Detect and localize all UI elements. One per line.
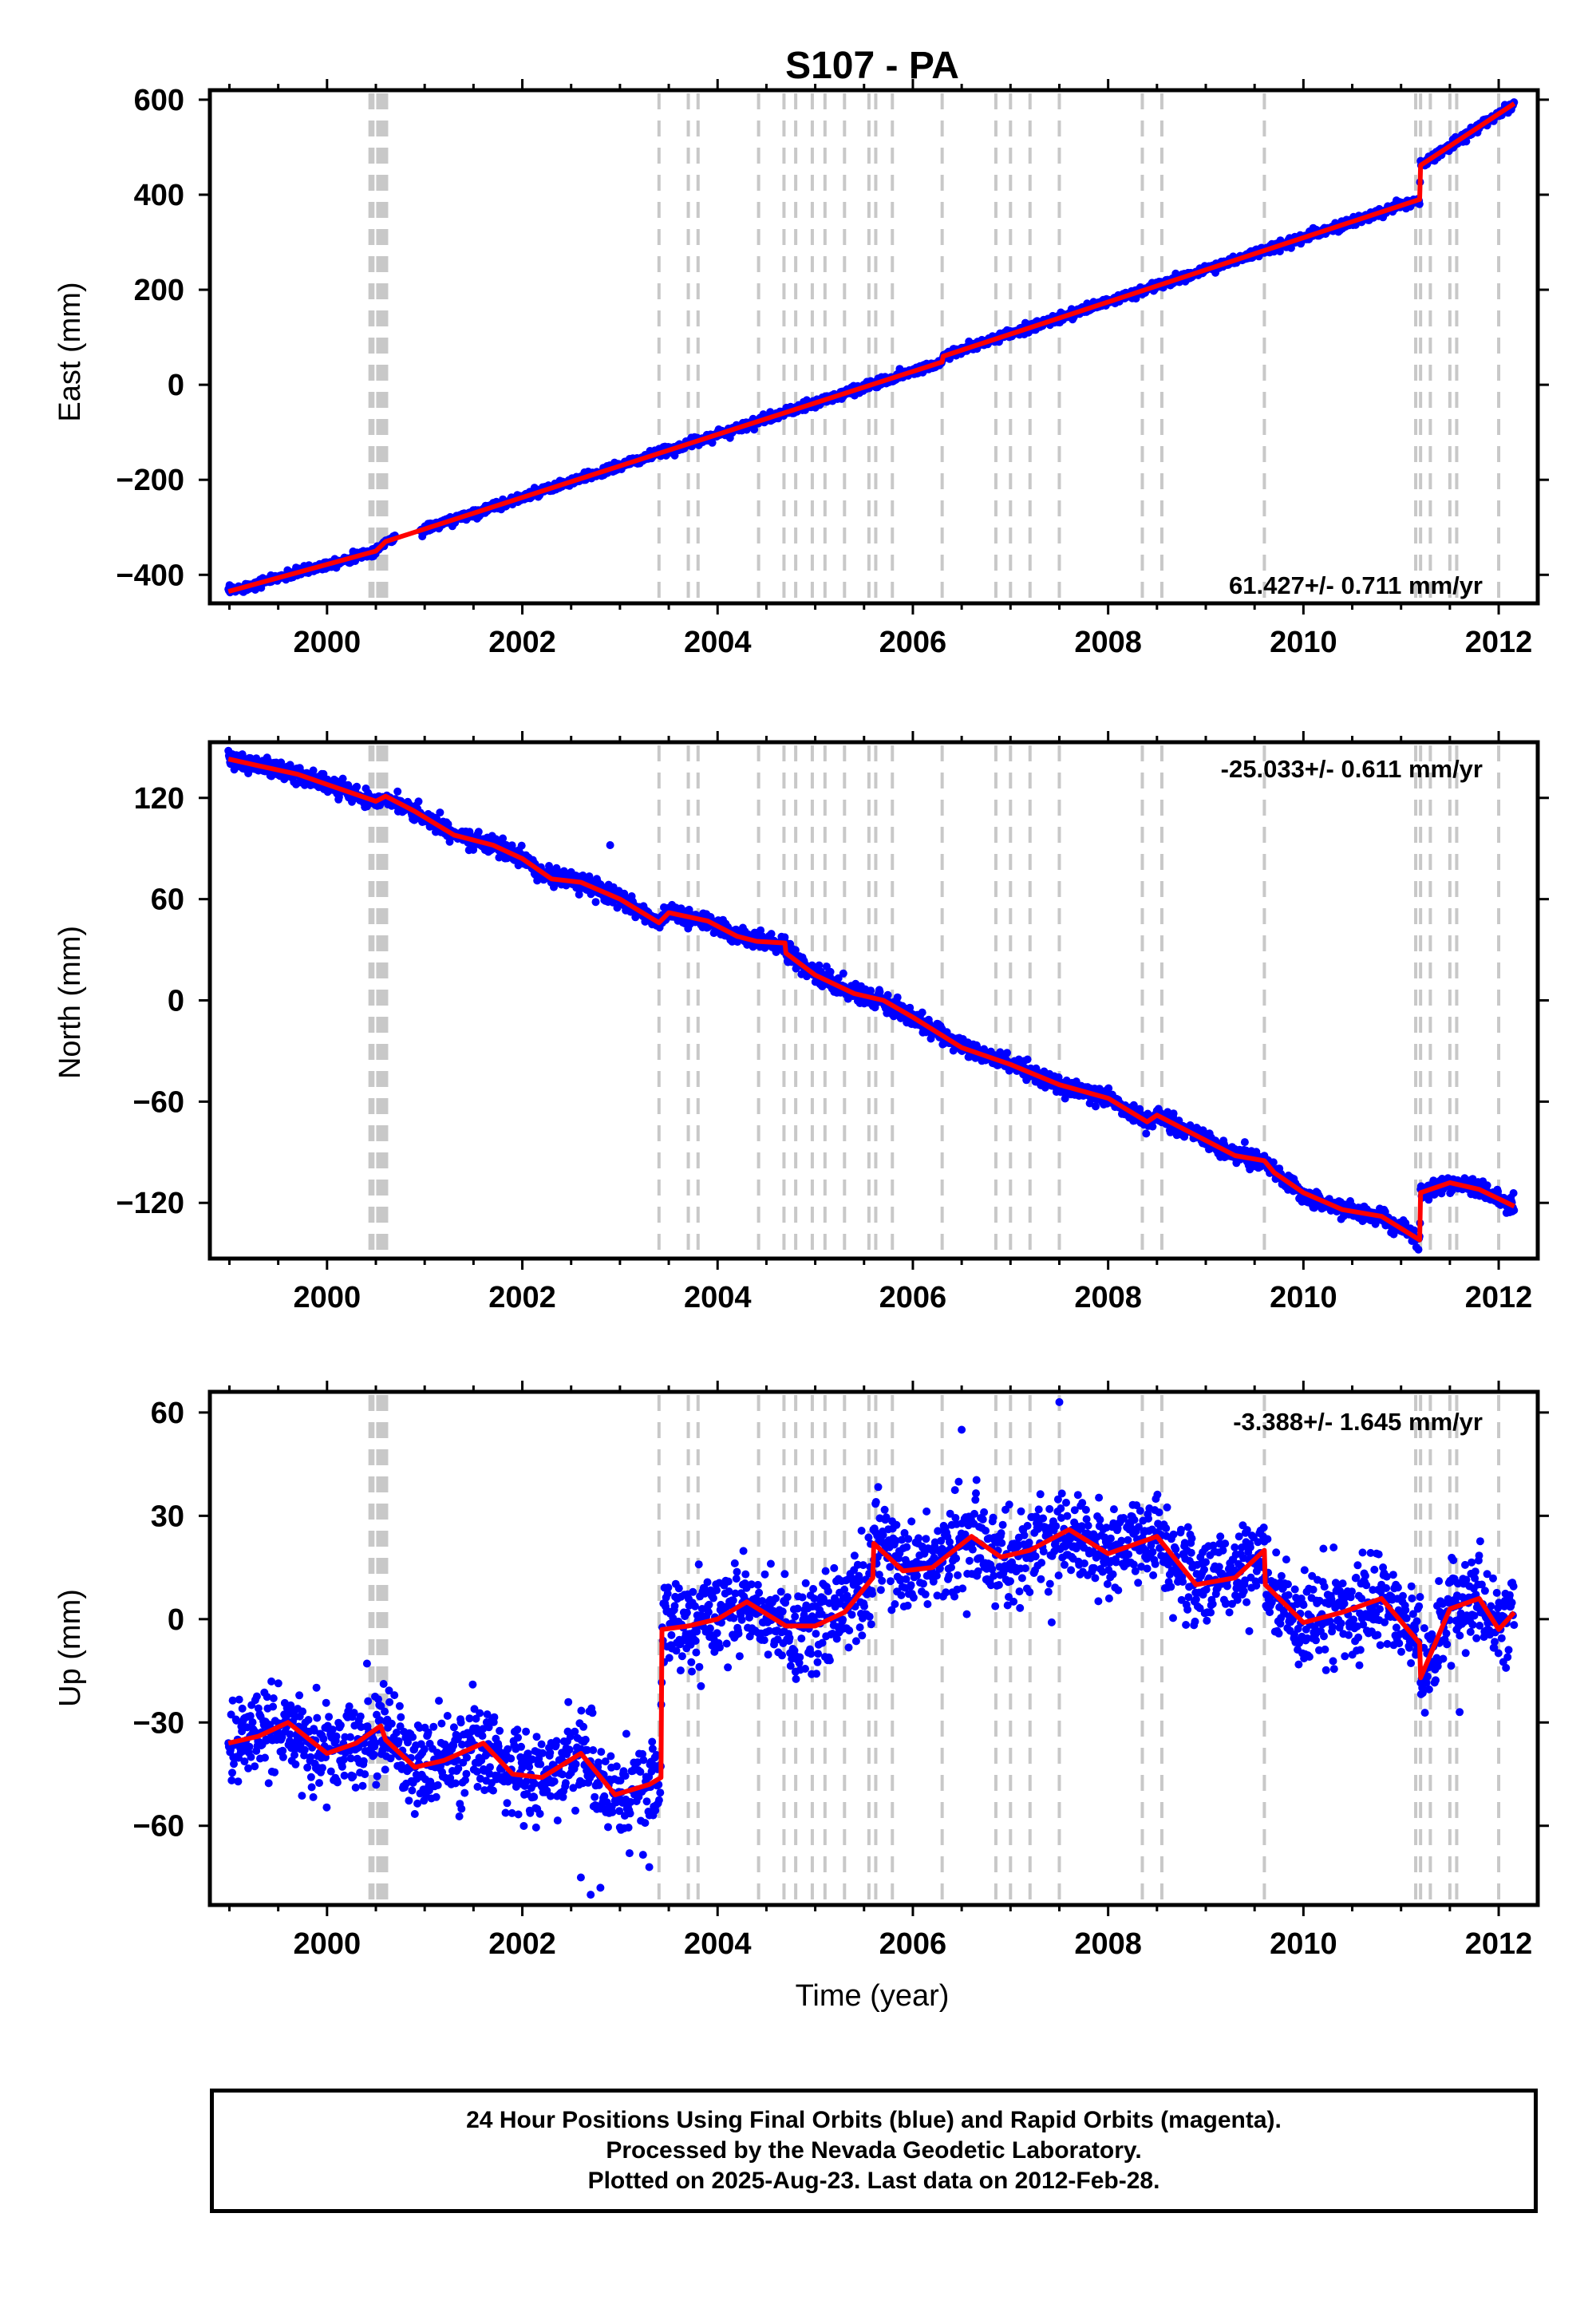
north-data-point	[252, 754, 261, 763]
north-data-point	[469, 845, 478, 854]
east-x-tick-label: 2002	[488, 626, 556, 659]
north-data-point	[1169, 1109, 1178, 1118]
east-x-tick-label: 2012	[1465, 626, 1533, 659]
north-data-point	[839, 969, 847, 978]
north-data-point	[474, 828, 483, 836]
north-data-point	[414, 797, 423, 806]
north-y-tick-label: 0	[168, 985, 184, 1018]
north-x-tick-label: 2012	[1465, 1281, 1533, 1314]
north-data-point	[436, 808, 444, 817]
east-data-point	[1275, 247, 1284, 255]
north-data-point	[1142, 1129, 1151, 1138]
north-data-point	[591, 898, 600, 907]
east-x-tick-label: 2010	[1270, 626, 1337, 659]
east-model-layer	[227, 101, 1516, 594]
north-rate-label: -25.033+/- 0.611 mm/yr	[1221, 755, 1483, 783]
north-data-point	[1003, 1049, 1011, 1057]
east-outlier-point	[1309, 223, 1317, 232]
north-data-point	[353, 782, 361, 791]
east-plot-frame	[207, 88, 1540, 606]
up-panel: 2000 2002 2004 2006 2008 2010 2012−60−3003060 …	[53, 1381, 1549, 2013]
east-x-tick-label: 2008	[1074, 626, 1142, 659]
north-model-line	[227, 757, 1515, 1243]
north-data-point	[826, 967, 835, 976]
north-data-point	[309, 766, 318, 775]
east-rate-label: 61.427+/- 0.711 mm/yr	[1229, 571, 1483, 599]
east-x-tick-label: 2000	[294, 626, 361, 659]
east-y-tick-label: −200	[116, 464, 184, 497]
north-y-tick-label: −120	[116, 1187, 184, 1220]
east-axis-label: East (mm)	[53, 282, 87, 421]
north-data-point	[918, 1008, 926, 1017]
north-data-point	[893, 993, 902, 1002]
north-model-layer	[227, 757, 1515, 1243]
figure-title: S107 - PA	[785, 45, 959, 87]
north-event-lines	[368, 745, 1501, 1255]
north-y-tick-label: 60	[151, 883, 184, 917]
north-x-tick-label: 2000	[294, 1281, 361, 1314]
north-data-point	[767, 930, 776, 939]
north-data-point	[1509, 1189, 1518, 1197]
north-y-tick-label: 120	[134, 782, 184, 816]
east-data-point	[1462, 137, 1471, 146]
east-y-tick-label: 0	[168, 369, 184, 402]
north-data-point	[1023, 1055, 1032, 1064]
east-data-point	[708, 438, 717, 447]
east-y-tick-label: 400	[134, 179, 184, 212]
east-data-points	[224, 98, 1519, 597]
north-data-point	[393, 787, 402, 796]
north-x-tick-label: 2002	[488, 1281, 556, 1314]
north-data-point	[1510, 1206, 1519, 1215]
east-x-tick-label: 2004	[684, 626, 752, 659]
east-panel: 2000 2002 2004 2006 2008 2010 2012 −400 −200 0 200…	[53, 79, 1549, 659]
east-model-line	[227, 101, 1516, 594]
north-outlier-point	[1240, 1138, 1249, 1147]
north-x-tick-label: 2004	[684, 1281, 752, 1314]
north-data-points	[224, 746, 1519, 1254]
north-y-tick-label: −60	[133, 1085, 184, 1119]
north-panel: 2000 2002 2004 2006 2008 2010 2012 −120 −60 0 60 12…	[53, 731, 1549, 1314]
north-data-point	[1092, 1102, 1100, 1111]
north-axes: 2000 2002 2004 2006 2008 2010 2012 −120 −60 0 60 12…	[116, 731, 1549, 1314]
north-axis-label: North (mm)	[53, 926, 87, 1079]
north-data-point	[517, 841, 526, 850]
north-outlier-point	[606, 841, 614, 849]
east-y-tick-label: 600	[134, 84, 184, 117]
east-x-tick-label: 2006	[879, 626, 947, 659]
east-axes: 2000 2002 2004 2006 2008 2010 2012 −400 −200 0 200…	[116, 79, 1549, 659]
north-data-point	[338, 774, 347, 783]
north-data-point	[286, 761, 294, 769]
east-y-tick-label: −400	[116, 559, 184, 592]
east-y-tick-label: 200	[134, 274, 184, 307]
east-event-lines	[368, 93, 1501, 600]
north-x-tick-label: 2008	[1074, 1281, 1142, 1314]
north-outlier-point	[499, 834, 508, 843]
north-data-point	[1414, 1245, 1423, 1254]
north-outlier-point	[567, 868, 575, 876]
north-x-tick-label: 2010	[1270, 1281, 1337, 1314]
north-x-tick-label: 2006	[879, 1281, 947, 1314]
